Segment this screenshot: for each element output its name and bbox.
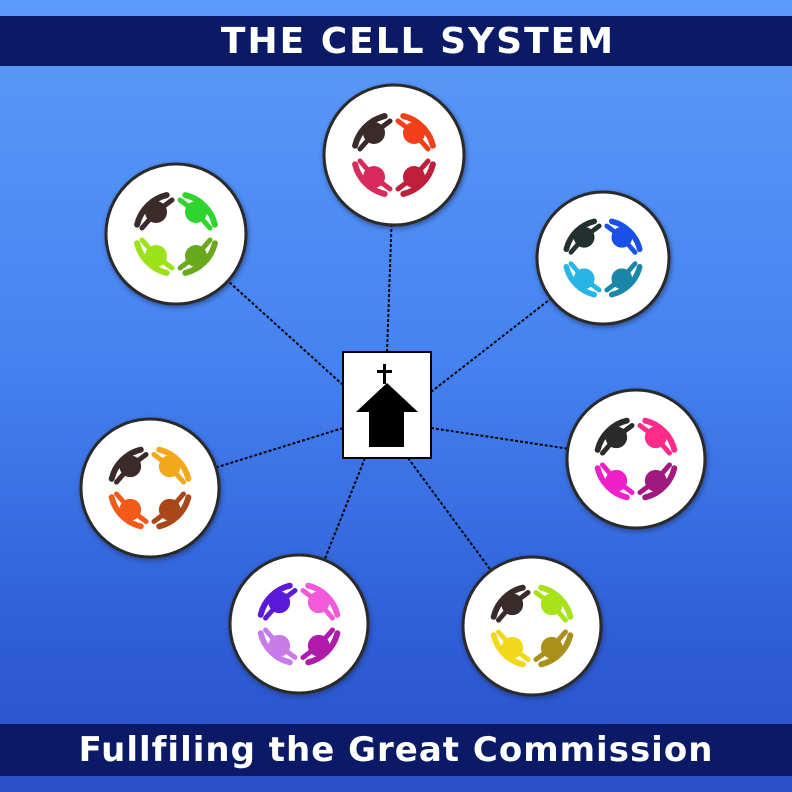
cell-group-top <box>322 83 467 229</box>
church-icon <box>356 364 418 447</box>
people-circle-icon <box>563 218 643 298</box>
connector-line-left <box>215 427 344 469</box>
church-node <box>342 351 432 459</box>
title-text: THE CELL SYSTEM <box>220 20 616 62</box>
connector-lines <box>215 224 568 572</box>
people-circle-icon <box>257 582 341 666</box>
cell-group-upper-left <box>104 162 249 308</box>
caption-text: Fullfiling the Great Commission <box>78 730 714 770</box>
connector-line-upper-right <box>430 297 552 393</box>
people-circle-icon <box>134 192 218 276</box>
connector-line-upper-left <box>227 280 344 386</box>
people-circle-icon <box>352 113 436 197</box>
connector-line-lower-right <box>407 457 492 572</box>
cell-group-left <box>79 417 222 561</box>
connector-line-right <box>430 427 568 450</box>
people-circle-icon <box>490 584 574 668</box>
title-banner: THE CELL SYSTEM <box>0 16 792 66</box>
caption-banner: Fullfiling the Great Commission <box>0 724 792 776</box>
people-circle-icon <box>108 446 192 530</box>
connector-line-lower-left <box>323 457 366 561</box>
cell-group-upper-right <box>535 190 672 328</box>
connector-line-top <box>386 224 393 353</box>
cell-group-lower-right <box>461 555 604 699</box>
cell-group-right <box>565 388 708 532</box>
people-circle-icon <box>594 417 678 501</box>
cell-group-lower-left <box>228 553 371 697</box>
cell-groups <box>79 83 708 699</box>
